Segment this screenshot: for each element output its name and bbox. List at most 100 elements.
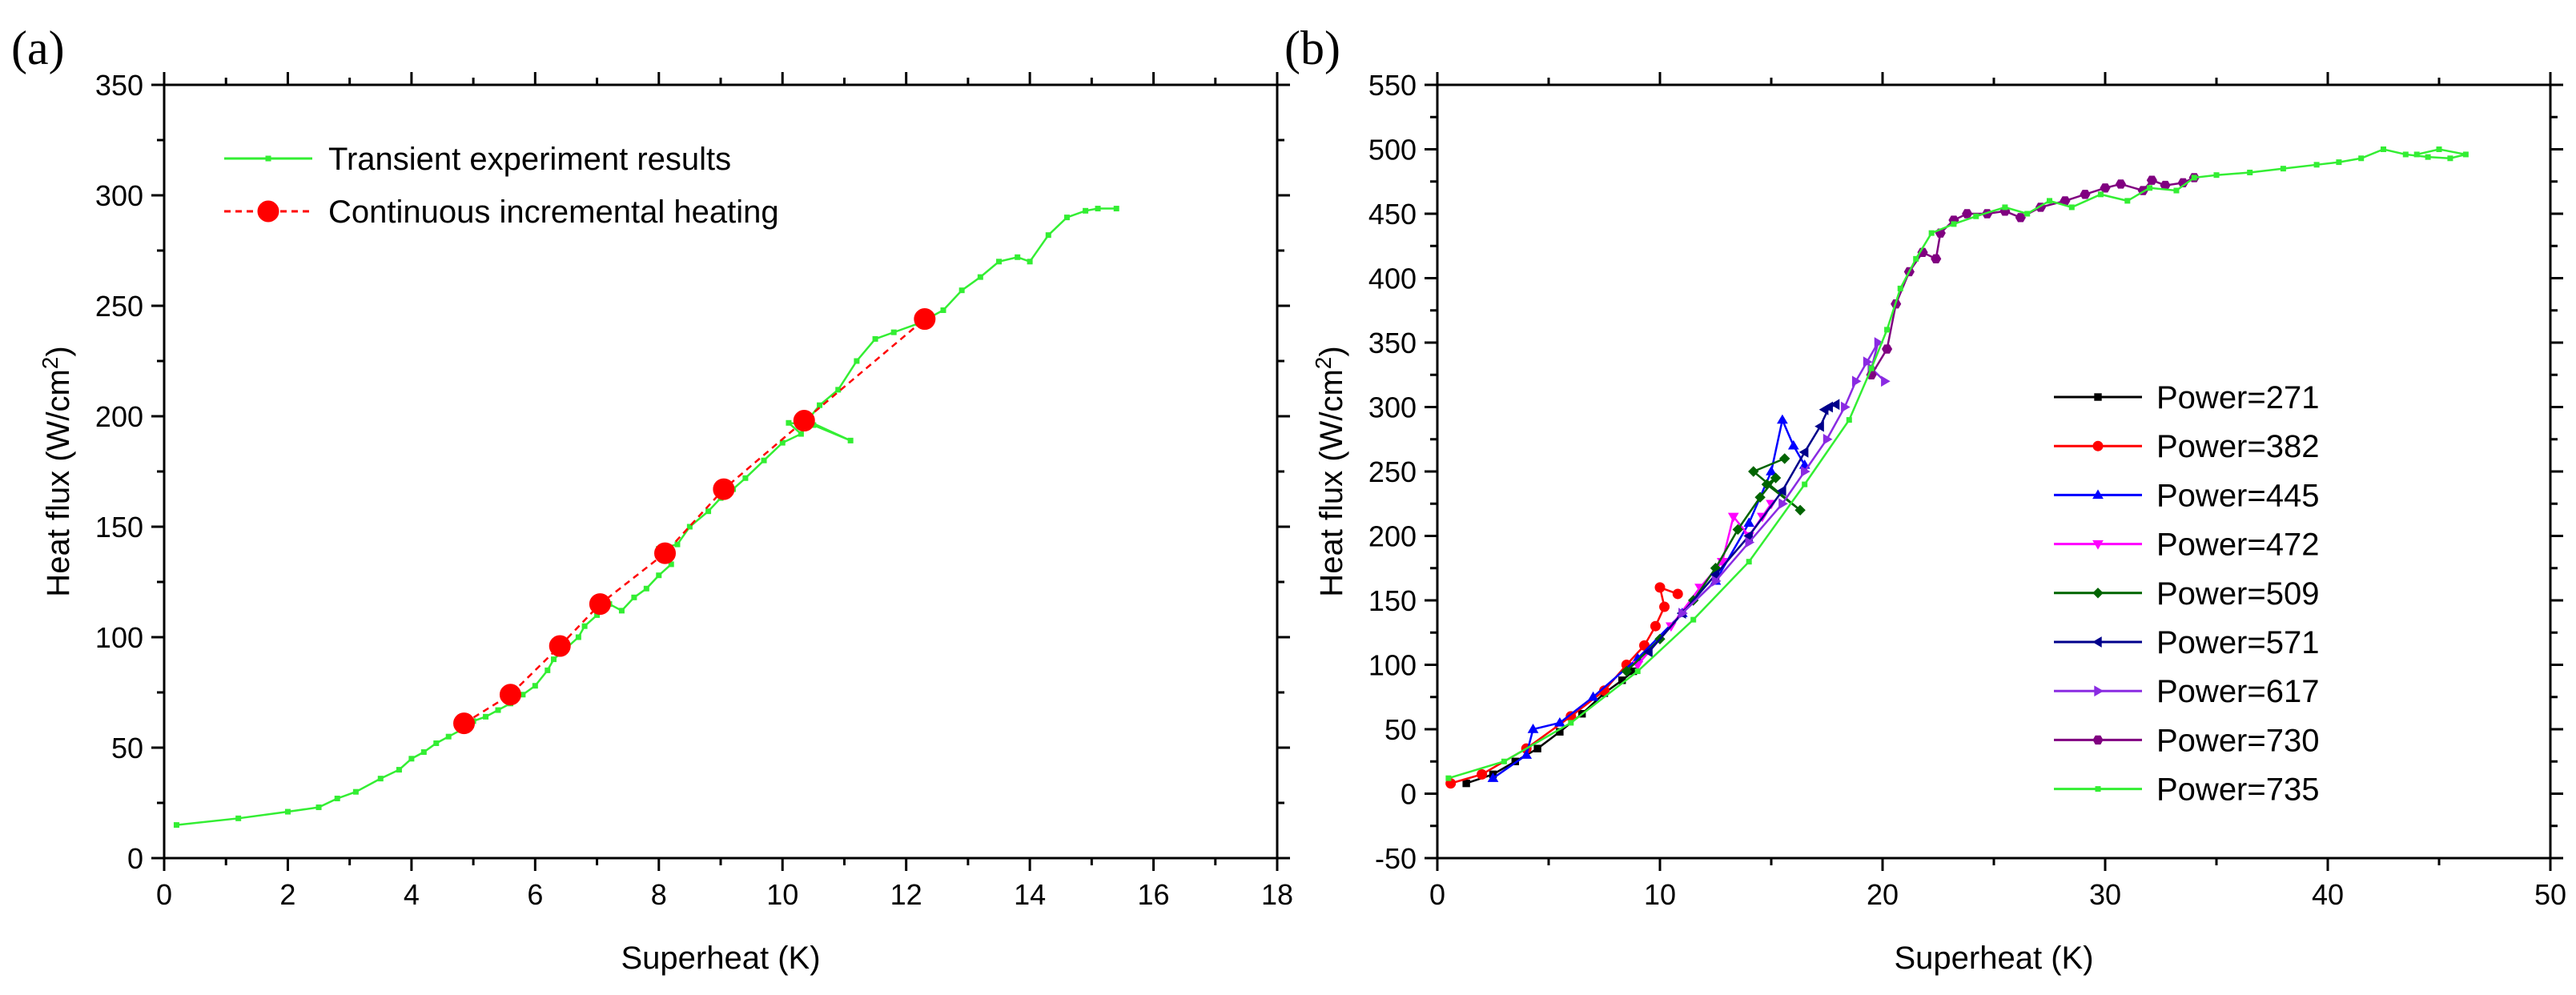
panel-b-y-tick-label: 50	[1384, 713, 1417, 746]
panel-a-point-transient-experiment-results	[377, 776, 384, 782]
panel-b-point-power-735	[2313, 162, 2320, 168]
panel-b-point-power-509	[1794, 504, 1806, 516]
panel-b-x-tick-label: 40	[2312, 878, 2344, 911]
panel-a-point-transient-experiment-results	[1045, 232, 1051, 239]
panel-a-series-line-transient-experiment-results	[176, 207, 1117, 826]
panel-b-point-power-571	[1743, 530, 1753, 542]
panel-b-label: (b)	[1284, 22, 1340, 74]
panel-a-point-transient-experiment-results	[495, 707, 501, 713]
panel-b-legend-marker-5	[2092, 636, 2102, 648]
panel-b-y-tick-label: 200	[1368, 520, 1417, 553]
panel-b-point-power-735	[2336, 159, 2342, 166]
panel-a-point-transient-experiment-results	[817, 402, 823, 408]
panel-a-y-axis-title: Heat flux (W/cm2)	[38, 346, 76, 596]
panel-b-series-power-509	[1621, 453, 1806, 677]
panel-b-y-axis-title-sup: 2	[1311, 357, 1336, 370]
panel-b-point-power-509	[1732, 524, 1744, 536]
panel-b-point-power-735	[2358, 155, 2365, 162]
panel-b-point-power-617	[1678, 608, 1688, 619]
panel-a-point-transient-experiment-results	[284, 808, 291, 815]
panel-a-point-transient-experiment-results	[631, 594, 637, 600]
panel-b-point-power-617	[1801, 466, 1810, 477]
panel-a-point-transient-experiment-results	[977, 274, 983, 280]
panel-b-series-power-617	[1678, 337, 1891, 619]
panel-a-point-transient-experiment-results	[532, 683, 538, 689]
panel-a-y-tick-label: 100	[95, 621, 143, 654]
panel-b-point-power-445	[1521, 749, 1533, 759]
panel-a-point-transient-experiment-results	[854, 358, 860, 364]
panel-b-point-power-735	[1884, 327, 1891, 333]
panel-b-series-power-445	[1487, 414, 1810, 782]
panel-a-x-tick-label: 10	[766, 878, 798, 911]
panel-a-point-continuous-incremental-heating	[914, 308, 936, 331]
panel-b-point-power-571	[1814, 420, 1824, 432]
panel-b-point-power-617	[1881, 375, 1891, 387]
panel-a-legend-label-0: Transient experiment results	[328, 142, 731, 177]
panel-b-point-power-735	[2147, 185, 2153, 191]
panel-b-series-line-power-445	[1492, 416, 1806, 780]
panel-b-point-power-735	[1690, 616, 1697, 623]
panel-b-x-tick-label: 20	[1867, 878, 1899, 911]
panel-a-point-transient-experiment-results	[396, 767, 402, 773]
panel-b-point-power-735	[2462, 151, 2469, 158]
panel-b-x-tick-label: 10	[1644, 878, 1676, 911]
panel-a-y-axis-title-end: )	[41, 346, 76, 356]
panel-a-point-transient-experiment-results	[742, 475, 749, 481]
panel-b-point-power-571	[1830, 399, 1840, 411]
panel-a-point-transient-experiment-results	[1083, 207, 1089, 214]
panel-a-y-axis-title-sup: 2	[38, 357, 62, 370]
panel-b-legend-marker-2	[2092, 489, 2104, 500]
panel-b-y-tick-label: 550	[1368, 69, 1417, 102]
panel-b-point-power-617	[1711, 575, 1722, 587]
panel-b-point-power-735	[2413, 151, 2420, 158]
panel-b-legend-marker-3	[2092, 540, 2104, 550]
panel-b-point-power-509	[1770, 472, 1782, 483]
panel-a-point-transient-experiment-results	[705, 508, 712, 515]
panel-b-point-power-271	[1533, 744, 1541, 752]
panel-b-y-tick-label: 0	[1401, 778, 1417, 811]
panel-a-y-tick-label: 50	[111, 732, 143, 764]
panel-b-point-power-735	[1973, 213, 1979, 219]
panel-b-point-power-735	[1501, 758, 1507, 764]
panel-a-point-transient-experiment-results	[1063, 215, 1070, 221]
panel-b-x-tick-label: 50	[2534, 878, 2566, 911]
panel-b-legend-label-0: Power=271	[2156, 380, 2319, 415]
panel-a-point-transient-experiment-results	[545, 667, 551, 673]
panel-b-point-power-730	[2060, 196, 2071, 206]
panel-b-legend-label-6: Power=617	[2156, 674, 2319, 709]
panel-b-point-power-509	[1748, 466, 1759, 477]
panel-b-point-power-730	[2015, 213, 2026, 223]
panel-b-y-tick-label: 150	[1368, 584, 1417, 617]
panel-a-point-transient-experiment-results	[352, 788, 359, 795]
panel-b-point-power-735	[1568, 720, 1574, 726]
panel-b-series-power-271	[1462, 667, 1638, 788]
panel-b-legend-marker-8	[2095, 786, 2101, 792]
panel-a-y-tick-label: 200	[95, 400, 143, 433]
panel-b-y-axis-title: Heat flux (W/cm2)	[1311, 346, 1349, 596]
panel-b-legend-marker-0	[2094, 393, 2102, 401]
panel-b-point-power-735	[1746, 559, 1752, 565]
panel-a-point-transient-experiment-results	[847, 437, 854, 443]
panel-a-point-transient-experiment-results	[958, 287, 965, 294]
panel-b-point-power-445	[1487, 772, 1499, 782]
panel-a-y-tick-label: 150	[95, 511, 143, 544]
panel-b-point-power-445	[1554, 716, 1565, 727]
panel-b-point-power-571	[1643, 646, 1653, 658]
panel-b-y-tick-label: 350	[1368, 327, 1417, 359]
panel-a-point-transient-experiment-results	[408, 756, 415, 762]
panel-b-point-power-445	[1527, 724, 1539, 733]
panel-b-point-power-735	[1634, 668, 1641, 675]
panel-b-point-power-571	[1798, 446, 1809, 458]
panel-b-point-power-735	[2124, 198, 2131, 204]
panel-a-legend-marker-1	[257, 200, 279, 223]
panel-b-point-power-730	[2080, 190, 2091, 199]
panel-b-point-power-509	[1621, 665, 1633, 677]
panel-b-point-power-271	[1462, 779, 1470, 788]
panel-a-point-transient-experiment-results	[581, 623, 588, 629]
panel-a-point-continuous-incremental-heating	[589, 593, 611, 616]
panel-a-point-transient-experiment-results	[940, 307, 946, 314]
panel-a-point-continuous-incremental-heating	[549, 635, 571, 657]
panel-b-point-power-617	[1778, 498, 1788, 510]
panel-b-point-power-735	[1868, 365, 1875, 371]
